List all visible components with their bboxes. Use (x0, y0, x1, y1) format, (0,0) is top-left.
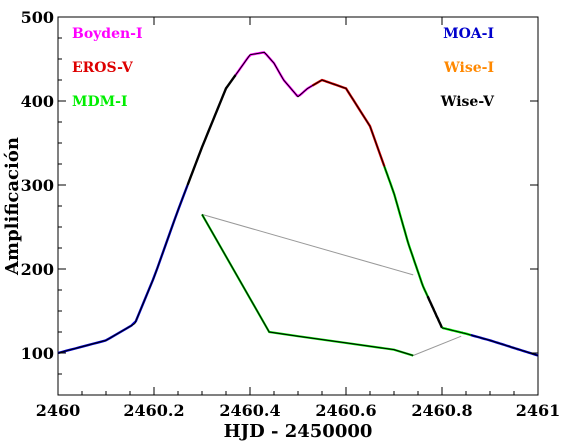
y-tick-label: 300 (21, 176, 54, 195)
y-tick-label: 500 (21, 8, 54, 27)
legend-boyden-i: Boyden-I (72, 26, 143, 42)
axis-ticks (57, 16, 539, 396)
legend-eros-v: EROS-V (72, 60, 134, 76)
data-curves (57, 51, 539, 357)
legend-mdm-i: MDM-I (72, 94, 128, 110)
connector-line-0 (201, 213, 414, 276)
x-tick-label: 2460.2 (123, 401, 184, 420)
x-tick-label: 2460.8 (411, 401, 472, 420)
y-tick-label: 200 (21, 260, 54, 279)
y-tick-label: 100 (21, 344, 54, 363)
legend-wise-i: Wise-I (443, 60, 494, 76)
x-tick-label: 2461 (516, 401, 561, 420)
inset-model-curve (201, 214, 414, 356)
y-axis-label: Amplificación (2, 137, 23, 276)
x-tick-label: 2460.6 (315, 401, 376, 420)
legend-wise-v: Wise-V (440, 94, 495, 110)
model-curve (57, 51, 539, 356)
connector-lines (201, 213, 462, 356)
x-axis-label: HJD - 2450000 (224, 421, 373, 442)
y-tick-label: 400 (21, 92, 54, 111)
segment-moa-i-0 (57, 184, 189, 355)
inset-data-curve (201, 213, 414, 357)
legend-moa-i: MOA-I (443, 26, 494, 42)
legend: Boyden-I EROS-V MDM-I MOA-I Wise-I Wise-V (72, 26, 495, 110)
segment-wise-v-1 (186, 74, 237, 186)
connector-line-1 (413, 335, 462, 356)
tick-labels: 2460 2460.2 2460.4 2460.6 2460.8 2461 100 200 30… (21, 8, 561, 420)
x-tick-label: 2460.4 (219, 401, 280, 420)
x-tick-label: 2460 (36, 401, 81, 420)
